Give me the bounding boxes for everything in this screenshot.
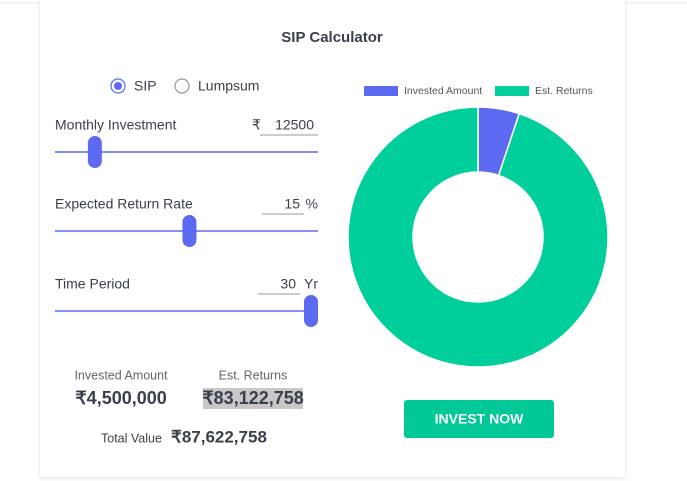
- input-prefix: ₹: [252, 117, 261, 133]
- input-value[interactable]: 15: [284, 196, 300, 212]
- input-label: Time Period: [55, 276, 130, 292]
- radio-dot[interactable]: [114, 82, 122, 90]
- input-label: Monthly Investment: [55, 117, 176, 133]
- radio[interactable]: [174, 78, 190, 94]
- input-label: Expected Return Rate: [55, 196, 193, 212]
- input-suffix: Yr: [304, 276, 318, 292]
- title: SIP Calculator: [281, 29, 383, 46]
- total-value: ₹87,622,758: [171, 427, 267, 446]
- legend-label: Invested Amount: [404, 85, 482, 97]
- selection-highlight: [203, 388, 303, 409]
- summary-value: ₹4,500,000: [75, 388, 167, 408]
- input-value[interactable]: 30: [280, 276, 296, 292]
- slider-thumb[interactable]: [87, 136, 102, 168]
- total-label: Total Value: [101, 431, 162, 445]
- doughnut-slice: [347, 106, 609, 368]
- input-suffix: %: [306, 196, 318, 212]
- invest-button-label[interactable]: INVEST NOW: [435, 411, 524, 427]
- summary-value: ₹83,122,758: [202, 388, 304, 408]
- summary-label: Invested Amount: [74, 368, 168, 382]
- radio-label[interactable]: Lumpsum: [198, 78, 259, 94]
- legend-swatch: [364, 86, 398, 96]
- summary-label: Est. Returns: [219, 368, 288, 382]
- legend-swatch: [495, 86, 529, 96]
- card: [40, 0, 625, 477]
- slider-thumb[interactable]: [182, 215, 197, 247]
- legend-label: Est. Returns: [535, 85, 593, 97]
- input-value[interactable]: 12500: [275, 117, 314, 133]
- slider-thumb[interactable]: [304, 295, 318, 327]
- invest-button[interactable]: [404, 400, 554, 438]
- radio-label[interactable]: SIP: [134, 78, 157, 94]
